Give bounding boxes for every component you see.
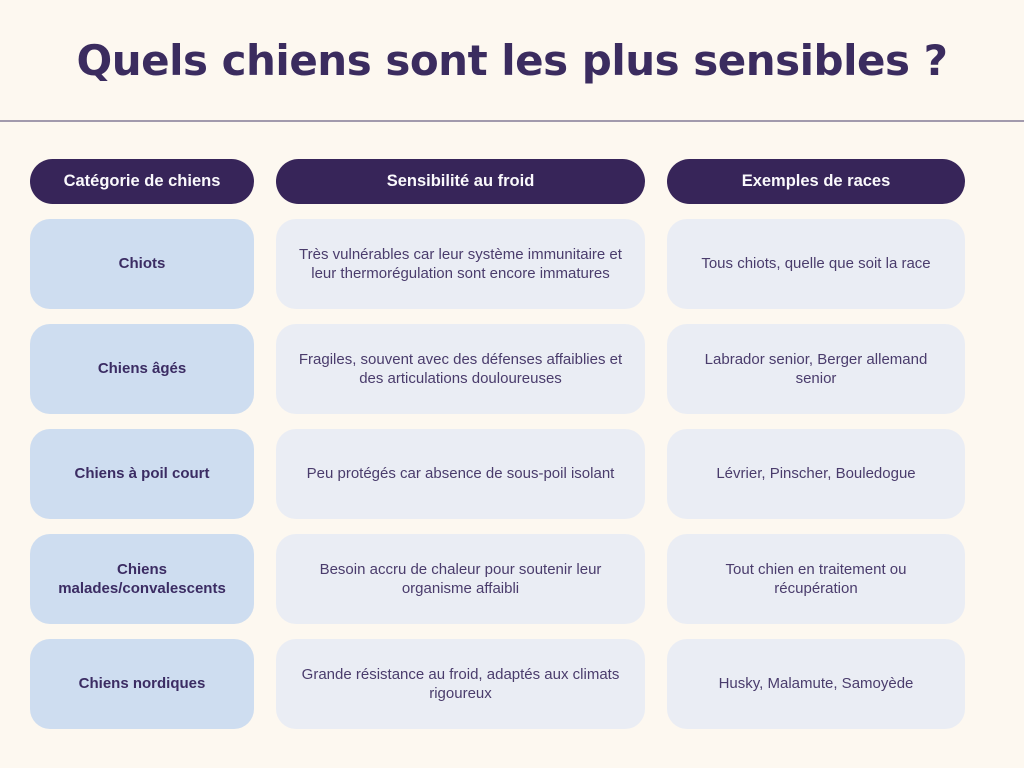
sensitivity-cell: Peu protégés car absence de sous-poil is…: [276, 429, 645, 519]
column-header-exemples: Exemples de races: [667, 159, 965, 204]
page-header: Quels chiens sont les plus sensibles ?: [0, 0, 1024, 122]
examples-cell: Tous chiots, quelle que soit la race: [667, 219, 965, 309]
page-title: Quels chiens sont les plus sensibles ?: [76, 35, 948, 85]
category-cell: Chiens âgés: [30, 324, 254, 414]
examples-cell: Labrador senior, Berger allemand senior: [667, 324, 965, 414]
category-cell: Chiens nordiques: [30, 639, 254, 729]
column-header-sensibilite: Sensibilité au froid: [276, 159, 645, 204]
sensitivity-cell: Fragiles, souvent avec des défenses affa…: [276, 324, 645, 414]
examples-cell: Husky, Malamute, Samoyède: [667, 639, 965, 729]
examples-cell: Tout chien en traitement ou récupération: [667, 534, 965, 624]
sensitivity-cell: Grande résistance au froid, adaptés aux …: [276, 639, 645, 729]
category-cell: Chiots: [30, 219, 254, 309]
sensitivity-table: Catégorie de chiens Sensibilité au froid…: [30, 159, 966, 729]
examples-cell: Lévrier, Pinscher, Bouledogue: [667, 429, 965, 519]
category-cell: Chiens malades/convalescents: [30, 534, 254, 624]
category-cell: Chiens à poil court: [30, 429, 254, 519]
sensitivity-cell: Très vulnérables car leur système immuni…: [276, 219, 645, 309]
sensitivity-cell: Besoin accru de chaleur pour soutenir le…: [276, 534, 645, 624]
column-header-categorie: Catégorie de chiens: [30, 159, 254, 204]
